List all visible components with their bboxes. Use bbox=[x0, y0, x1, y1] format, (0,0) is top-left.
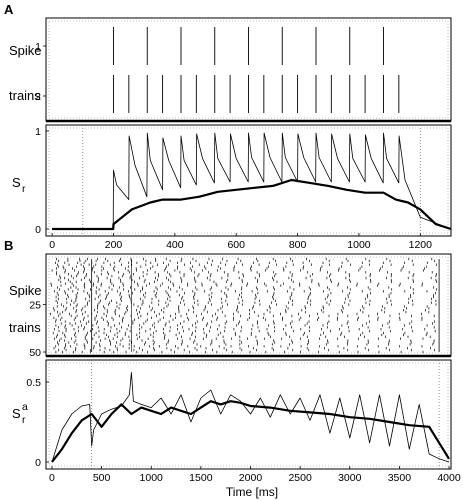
spike-train-row-13 bbox=[60, 280, 438, 283]
spike-train-row-20 bbox=[57, 293, 434, 297]
spike-train-row-49 bbox=[58, 348, 435, 352]
spike-train-row-47 bbox=[55, 345, 423, 348]
panel-a-raster-ylabel-1: Spike bbox=[9, 43, 42, 58]
panel-b-series-thin bbox=[51, 371, 450, 463]
spike-train-row-42 bbox=[56, 335, 431, 338]
spike-train-row-45 bbox=[57, 341, 435, 344]
panel-b-spike-raster: 25 50 bbox=[29, 253, 452, 359]
spike-train-row-44 bbox=[59, 339, 435, 342]
spike-train-row-32 bbox=[53, 316, 423, 319]
panel-b-sra-plot: 0 500 1000 1500 2000 2500 3000 3500 4000 0 0.5 bbox=[26, 359, 461, 484]
panel-b-xtick-label-8: 4000 bbox=[437, 472, 461, 484]
raster-a-ytick-label-1: 2 bbox=[35, 91, 41, 103]
panel-a-series-thin bbox=[52, 132, 452, 230]
panel-b-xtick-label-2: 1000 bbox=[140, 472, 164, 484]
spike-train-row-48 bbox=[53, 347, 431, 350]
panel-a-xtick-label-5: 1000 bbox=[347, 239, 371, 251]
spike-train-row-16 bbox=[57, 286, 435, 289]
panel-b-line-frame-inner-dotted bbox=[48, 362, 449, 467]
raster-a-ytick-label-0: 1 bbox=[35, 41, 41, 53]
spike-train-row-26 bbox=[56, 305, 428, 308]
panel-b-ytick-label-0: 0 bbox=[35, 457, 41, 469]
panel-a-raster-frame-inner-dotted bbox=[48, 20, 449, 119]
panel-a-line-frame bbox=[45, 124, 452, 237]
panel-b-xtick-label-3: 1500 bbox=[189, 472, 213, 484]
panel-b-series-thick bbox=[51, 400, 450, 463]
spike-train-row-39 bbox=[58, 329, 436, 333]
spike-train-row-33 bbox=[55, 318, 423, 321]
spike-train-row-25 bbox=[60, 303, 437, 306]
panel-a-ytick-label-1: 1 bbox=[35, 126, 41, 138]
spike-train-row-8 bbox=[56, 271, 433, 274]
panel-label-a: A bbox=[4, 2, 14, 17]
panel-a-xtick-label-0: 0 bbox=[49, 239, 55, 251]
panel-b-line-frame bbox=[45, 359, 452, 470]
spike-train-row-36 bbox=[55, 324, 428, 327]
spike-train-row-28 bbox=[53, 309, 426, 312]
spike-train-row-40 bbox=[52, 331, 428, 335]
spike-train-row-18 bbox=[53, 290, 428, 293]
spike-train-row-21 bbox=[55, 295, 434, 299]
panel-a-xtick-label-2: 400 bbox=[166, 239, 184, 251]
panel-a-line-ylabel-sub: r bbox=[22, 183, 26, 195]
panel-a-xtick-label-4: 800 bbox=[289, 239, 307, 251]
spike-train-row-29 bbox=[57, 310, 430, 314]
spike-train-row-10 bbox=[59, 274, 437, 278]
panel-b-line-ylabel-sub: r bbox=[22, 414, 26, 426]
panel-b-raster-ylabel-2: trains bbox=[9, 320, 41, 335]
spike-train-row-34 bbox=[55, 320, 435, 323]
panel-a-xtick-label-3: 600 bbox=[227, 239, 245, 251]
spike-train-row-23 bbox=[55, 299, 437, 302]
panel-b-xtick-label-0: 0 bbox=[49, 472, 55, 484]
panel-a-xtick-label-6: 1200 bbox=[409, 239, 433, 251]
panel-a-sr-plot: 0 200 400 600 800 1000 1200 0 1 bbox=[35, 124, 452, 251]
spike-train-row-7 bbox=[51, 269, 424, 272]
spike-train-row-6 bbox=[56, 267, 425, 270]
spike-train-row-24 bbox=[57, 301, 432, 304]
panel-a-ytick-label-0: 0 bbox=[35, 224, 41, 236]
panel-b-raster-frame-inner-dotted bbox=[48, 256, 449, 354]
panel-a-line-ylabel: S bbox=[12, 175, 21, 190]
spike-train-row-2 bbox=[58, 259, 436, 263]
panel-b-raster-frame bbox=[45, 253, 452, 357]
spike-train-row-50 bbox=[55, 350, 424, 354]
x-axis-title: Time [ms] bbox=[226, 485, 278, 499]
panel-b-raster-ylabel-1: Spike bbox=[9, 283, 42, 298]
spike-train-row-14 bbox=[50, 282, 423, 285]
spike-train-row-41 bbox=[57, 333, 427, 337]
panel-b-xtick-label-1: 500 bbox=[93, 472, 111, 484]
panel-b-ytick-label-1: 0.5 bbox=[26, 377, 41, 389]
spike-train-row-46 bbox=[58, 343, 434, 346]
panel-b-line-ylabel: S bbox=[12, 406, 21, 421]
spike-train-row-5 bbox=[57, 265, 427, 268]
panel-label-b: B bbox=[4, 238, 13, 253]
panel-a-raster-ylabel-2: trains bbox=[9, 88, 41, 103]
panel-a-series-thick bbox=[52, 178, 452, 231]
spike-train-row-12 bbox=[58, 278, 437, 282]
spike-train-row-30 bbox=[50, 312, 422, 316]
spike-train-row-15 bbox=[51, 284, 423, 287]
spike-train-row-11 bbox=[60, 276, 432, 280]
spike-train-row-3 bbox=[55, 261, 428, 264]
spike-train-row-4 bbox=[57, 263, 437, 266]
spike-train-row-27 bbox=[53, 307, 430, 310]
spike-train-row-22 bbox=[57, 297, 432, 301]
panel-b-xtick-label-5: 2500 bbox=[288, 472, 312, 484]
spike-train-row-35 bbox=[60, 322, 433, 325]
panel-a-xtick-label-1: 200 bbox=[105, 239, 123, 251]
spike-train-row-37 bbox=[58, 326, 435, 329]
panel-b-xtick-label-7: 3500 bbox=[388, 472, 412, 484]
panel-a-spike-raster: 12 bbox=[35, 17, 452, 123]
panel-b-xtick-label-4: 2000 bbox=[239, 472, 263, 484]
raster-b-ytick-label-1: 50 bbox=[29, 347, 41, 359]
spike-train-row-1 bbox=[56, 257, 433, 261]
spike-train-row-17 bbox=[59, 288, 437, 291]
raster-b-ytick-label-0: 25 bbox=[29, 300, 41, 312]
spike-train-row-43 bbox=[54, 337, 424, 340]
spike-train-row-9 bbox=[56, 273, 437, 276]
panel-b-xtick-label-6: 3000 bbox=[338, 472, 362, 484]
panel-b-line-ylabel-sup: a bbox=[22, 401, 28, 413]
spike-train-row-19 bbox=[56, 292, 436, 295]
